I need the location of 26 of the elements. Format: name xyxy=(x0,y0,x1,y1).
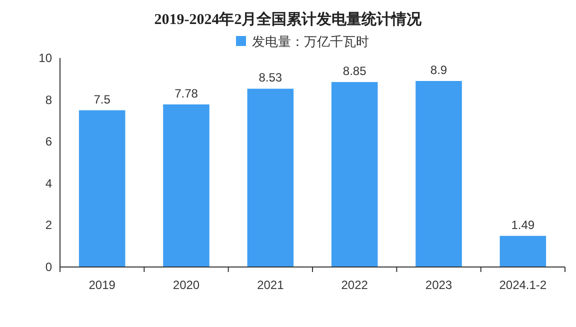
data-label: 8.9 xyxy=(430,62,448,77)
bar xyxy=(163,104,210,267)
data-label: 7.5 xyxy=(94,92,111,106)
x-tick-label: 2024.1-2 xyxy=(499,278,547,292)
bar xyxy=(78,110,126,267)
x-tick-label: 2022 xyxy=(341,278,368,292)
legend-label: 发电量：万亿千瓦时 xyxy=(252,34,369,49)
data-label: 7.78 xyxy=(174,86,198,100)
bar xyxy=(247,88,294,267)
y-tick-label: 4 xyxy=(45,176,52,190)
x-tick-label: 2020 xyxy=(172,278,200,292)
bar xyxy=(416,80,462,267)
y-tick-label: 2 xyxy=(45,218,52,232)
bar xyxy=(331,82,378,267)
bar xyxy=(500,236,546,267)
data-label: 8.53 xyxy=(258,70,282,85)
x-tick-label: 2023 xyxy=(425,278,452,292)
y-tick-label: 6 xyxy=(45,134,52,149)
y-tick-label: 8 xyxy=(45,92,52,107)
data-label: 1.49 xyxy=(511,218,535,232)
data-label: 8.85 xyxy=(342,64,367,78)
y-tick-label: 10 xyxy=(38,51,52,65)
y-tick-label: 0 xyxy=(45,260,52,274)
x-tick-label: 2019 xyxy=(88,278,116,292)
chart-title: 2019-2024年2月全国累计发电量统计情况 xyxy=(154,11,423,28)
x-tick-label: 2021 xyxy=(257,278,284,292)
